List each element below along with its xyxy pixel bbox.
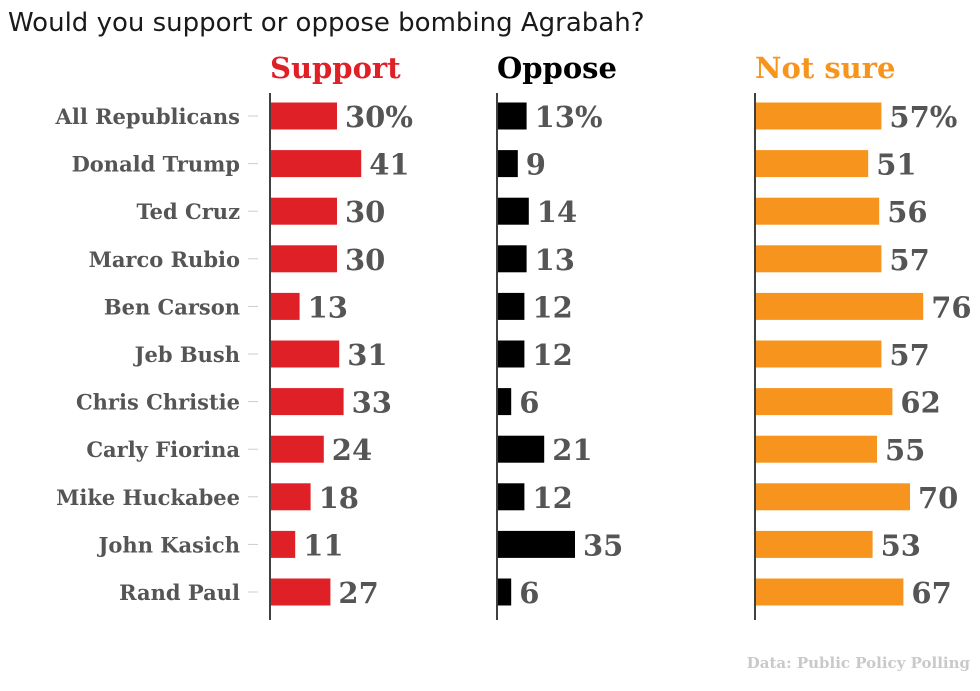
bar-oppose-all-republicans xyxy=(498,102,527,130)
bar-oppose-rand-paul xyxy=(498,578,512,606)
data-label-oppose-rand-paul: 6 xyxy=(519,576,539,610)
data-label-oppose-all-republicans: 13% xyxy=(535,100,603,134)
data-label-not-sure-donald-trump: 51 xyxy=(876,148,916,182)
bar-not-sure-chris-christie xyxy=(756,388,893,416)
bar-oppose-chris-christie xyxy=(498,388,512,416)
data-label-oppose-chris-christie: 6 xyxy=(519,386,539,420)
bar-not-sure-marco-rubio xyxy=(756,245,882,273)
category-label-ben-carson: Ben Carson xyxy=(104,294,240,319)
bar-oppose-carly-fiorina xyxy=(498,435,545,463)
series-header-oppose: Oppose xyxy=(497,51,617,85)
data-label-oppose-carly-fiorina: 21 xyxy=(552,433,592,467)
data-label-not-sure-jeb-bush: 57 xyxy=(889,338,929,372)
data-label-oppose-marco-rubio: 13 xyxy=(535,243,575,277)
bar-oppose-donald-trump xyxy=(498,150,518,178)
category-label-marco-rubio: Marco Rubio xyxy=(89,247,240,272)
series-header-not-sure: Not sure xyxy=(755,51,895,85)
data-label-support-all-republicans: 30% xyxy=(345,100,413,134)
bar-oppose-john-kasich xyxy=(498,530,575,558)
data-label-not-sure-ted-cruz: 56 xyxy=(887,195,927,229)
data-label-not-sure-mike-huckabee: 70 xyxy=(918,481,958,515)
bar-oppose-jeb-bush xyxy=(498,340,525,368)
source-note: Data: Public Policy Polling xyxy=(746,654,970,672)
category-label-all-republicans: All Republicans xyxy=(55,104,240,129)
data-label-oppose-ted-cruz: 14 xyxy=(537,195,577,229)
bar-support-ben-carson xyxy=(271,292,300,320)
page-title: Would you support or oppose bombing Agra… xyxy=(8,8,645,38)
category-label-carly-fiorina: Carly Fiorina xyxy=(86,437,240,462)
data-label-not-sure-carly-fiorina: 55 xyxy=(885,433,925,467)
bar-support-ted-cruz xyxy=(271,197,337,225)
bar-not-sure-mike-huckabee xyxy=(756,483,910,511)
bar-not-sure-rand-paul xyxy=(756,578,904,606)
bar-support-all-republicans xyxy=(271,102,337,130)
category-label-rand-paul: Rand Paul xyxy=(119,580,240,605)
data-label-not-sure-marco-rubio: 57 xyxy=(889,243,929,277)
bar-not-sure-ted-cruz xyxy=(756,197,880,225)
data-label-support-ben-carson: 13 xyxy=(308,290,348,324)
bar-oppose-mike-huckabee xyxy=(498,483,525,511)
bar-not-sure-ben-carson xyxy=(756,292,924,320)
data-label-oppose-ben-carson: 12 xyxy=(532,290,572,324)
category-label-ted-cruz: Ted Cruz xyxy=(136,199,240,224)
bar-not-sure-carly-fiorina xyxy=(756,435,877,463)
data-label-not-sure-ben-carson: 76 xyxy=(931,290,971,324)
data-label-not-sure-chris-christie: 62 xyxy=(900,386,940,420)
data-label-support-donald-trump: 41 xyxy=(369,148,409,182)
data-label-support-john-kasich: 11 xyxy=(303,528,343,562)
data-label-oppose-mike-huckabee: 12 xyxy=(532,481,572,515)
data-label-support-jeb-bush: 31 xyxy=(347,338,387,372)
data-label-support-mike-huckabee: 18 xyxy=(319,481,359,515)
bar-not-sure-donald-trump xyxy=(756,150,869,178)
data-label-support-carly-fiorina: 24 xyxy=(332,433,372,467)
bar-oppose-marco-rubio xyxy=(498,245,527,273)
data-label-support-ted-cruz: 30 xyxy=(345,195,385,229)
bar-not-sure-john-kasich xyxy=(756,530,873,558)
data-label-oppose-donald-trump: 9 xyxy=(526,148,546,182)
data-label-support-marco-rubio: 30 xyxy=(345,243,385,277)
data-label-support-rand-paul: 27 xyxy=(338,576,378,610)
category-label-mike-huckabee: Mike Huckabee xyxy=(56,485,240,510)
data-label-not-sure-john-kasich: 53 xyxy=(881,528,921,562)
data-label-not-sure-rand-paul: 67 xyxy=(911,576,951,610)
bar-support-carly-fiorina xyxy=(271,435,324,463)
data-label-oppose-john-kasich: 35 xyxy=(583,528,623,562)
category-label-chris-christie: Chris Christie xyxy=(76,390,240,415)
data-label-support-chris-christie: 33 xyxy=(352,386,392,420)
bar-support-rand-paul xyxy=(271,578,331,606)
bar-support-donald-trump xyxy=(271,150,362,178)
bar-support-chris-christie xyxy=(271,388,344,416)
bar-support-mike-huckabee xyxy=(271,483,311,511)
series-header-support: Support xyxy=(270,51,401,85)
bar-not-sure-jeb-bush xyxy=(756,340,882,368)
data-label-not-sure-all-republicans: 57% xyxy=(889,100,957,134)
bar-oppose-ben-carson xyxy=(498,292,525,320)
data-label-oppose-jeb-bush: 12 xyxy=(532,338,572,372)
category-label-john-kasich: John Kasich xyxy=(96,532,240,557)
bar-not-sure-all-republicans xyxy=(756,102,882,130)
bar-support-jeb-bush xyxy=(271,340,340,368)
bar-oppose-ted-cruz xyxy=(498,197,529,225)
category-label-jeb-bush: Jeb Bush xyxy=(133,342,240,367)
category-label-donald-trump: Donald Trump xyxy=(72,152,240,177)
bar-support-marco-rubio xyxy=(271,245,337,273)
bar-support-john-kasich xyxy=(271,530,296,558)
